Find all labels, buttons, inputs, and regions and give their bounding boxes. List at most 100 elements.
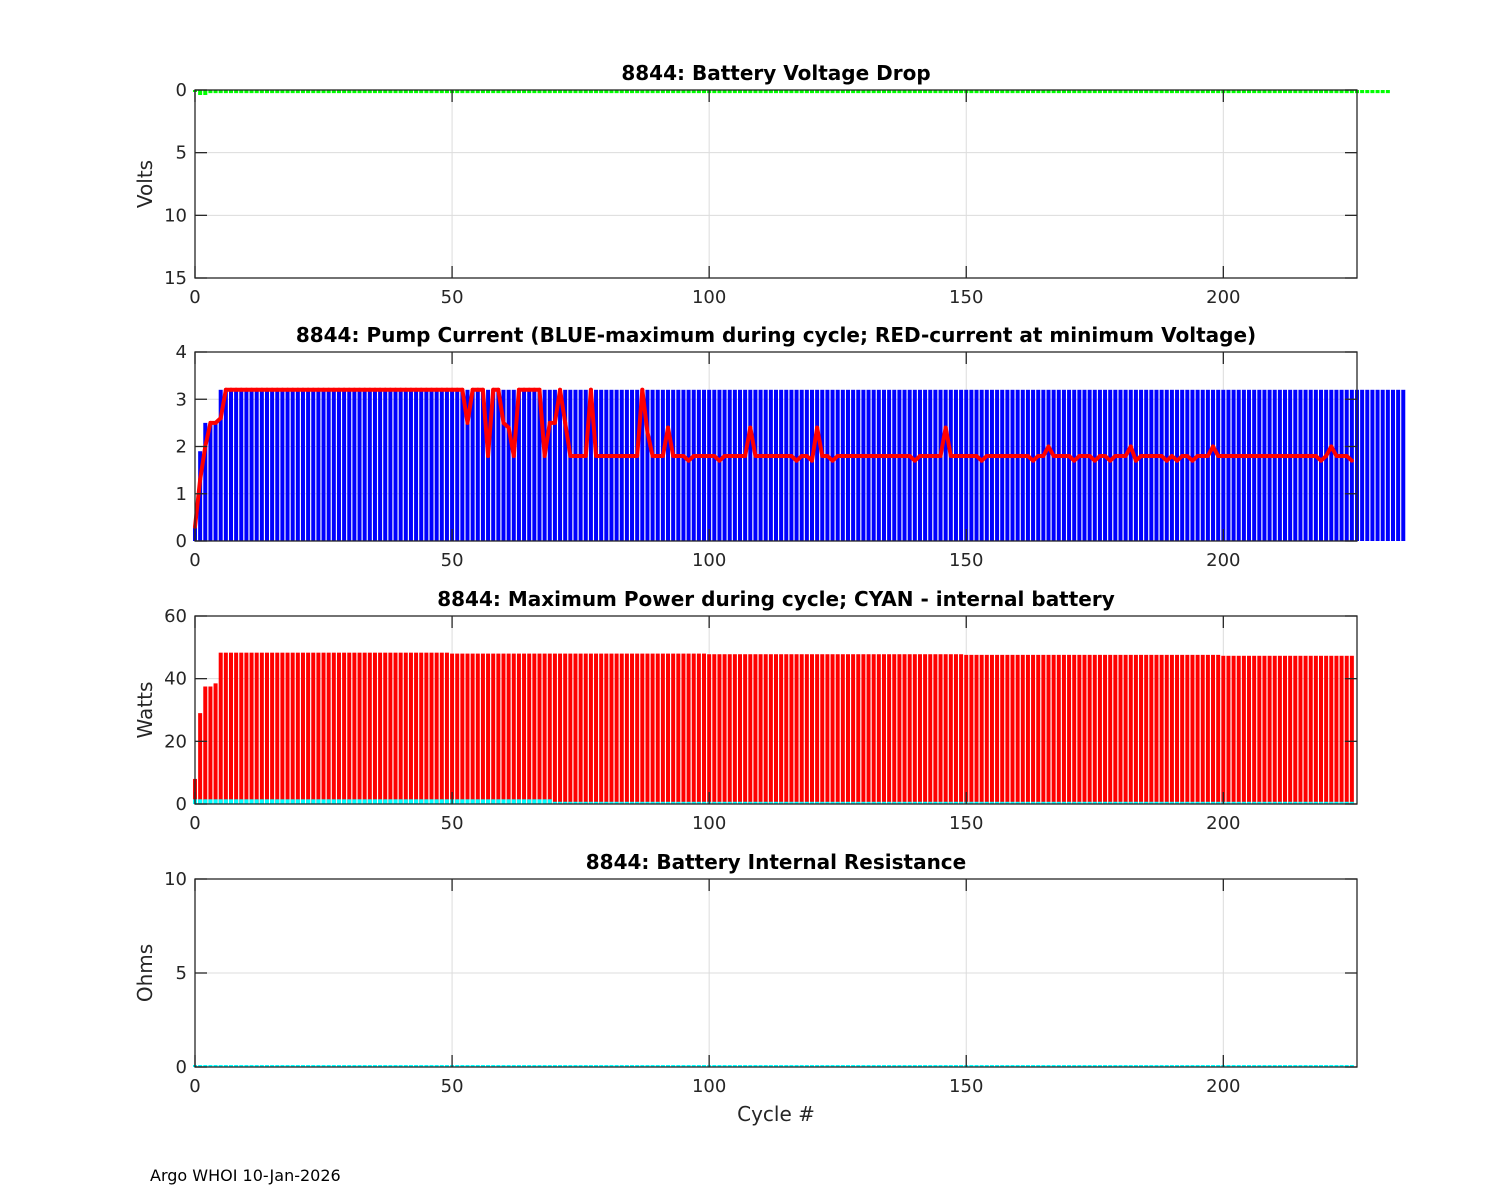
bar <box>1257 655 1262 804</box>
bar <box>773 654 779 804</box>
bar <box>1144 389 1149 541</box>
bar <box>527 1065 532 1067</box>
data-point <box>655 453 660 458</box>
bar <box>588 653 593 804</box>
data-point <box>470 387 475 392</box>
data-point <box>624 453 629 458</box>
bar <box>794 389 799 541</box>
bar <box>1257 90 1262 94</box>
bar <box>691 801 696 804</box>
bar <box>707 654 712 804</box>
bar <box>758 90 763 94</box>
bar <box>1339 1065 1344 1067</box>
bar <box>1385 90 1390 94</box>
bar <box>923 654 928 804</box>
bar <box>1200 1065 1205 1067</box>
data-point <box>311 387 316 392</box>
data-point <box>537 387 542 392</box>
bar <box>1247 90 1252 94</box>
bar <box>223 652 228 804</box>
bar <box>408 90 413 94</box>
bar <box>1000 654 1005 804</box>
bar <box>311 90 316 94</box>
bar <box>943 389 948 541</box>
bar <box>1308 655 1313 804</box>
bar <box>1267 1065 1272 1067</box>
bar <box>1303 1065 1308 1067</box>
bar <box>362 389 367 541</box>
bar <box>1303 801 1308 804</box>
bar <box>887 654 892 804</box>
bar <box>794 1065 799 1067</box>
bar <box>943 801 948 804</box>
bar <box>907 90 912 94</box>
bar <box>316 389 321 541</box>
bar <box>583 389 588 541</box>
bar <box>218 799 223 804</box>
bar <box>259 389 264 541</box>
data-point <box>789 453 794 458</box>
bar <box>1061 801 1066 804</box>
bar <box>763 90 768 94</box>
bar <box>851 389 856 541</box>
bar <box>650 801 655 804</box>
bar <box>275 652 280 804</box>
bar <box>1216 90 1221 94</box>
data-point <box>1082 453 1087 458</box>
bar <box>1077 801 1082 804</box>
bar <box>1288 801 1293 804</box>
bar <box>254 90 259 94</box>
bar <box>907 1065 912 1067</box>
bar <box>383 799 388 804</box>
bar <box>367 799 372 804</box>
bar <box>630 1065 635 1067</box>
bar <box>804 389 809 541</box>
data-point <box>1118 453 1123 458</box>
bar <box>1108 90 1113 94</box>
bar <box>835 801 840 804</box>
bar <box>1216 654 1221 804</box>
bar <box>1396 389 1401 541</box>
bar <box>326 90 331 94</box>
bar <box>645 90 650 94</box>
data-point <box>336 387 341 392</box>
bar <box>583 653 588 804</box>
bar <box>542 389 547 541</box>
bar <box>624 389 629 541</box>
bar <box>902 389 907 541</box>
bar <box>655 653 660 804</box>
bar <box>768 654 773 804</box>
bar <box>902 801 907 804</box>
bar <box>244 90 249 94</box>
data-point <box>630 453 635 458</box>
bar <box>619 801 624 804</box>
bar <box>989 654 994 804</box>
bar <box>563 653 568 804</box>
data-point <box>429 387 434 392</box>
bar <box>1339 655 1344 804</box>
data-point <box>979 458 984 463</box>
bar <box>470 799 475 804</box>
bar <box>1051 801 1056 804</box>
bar <box>1329 655 1334 804</box>
bar <box>845 389 850 541</box>
bar <box>1072 654 1077 804</box>
bar <box>917 1065 922 1067</box>
bar <box>408 1065 413 1067</box>
bar <box>383 1065 388 1067</box>
data-point <box>1241 453 1246 458</box>
data-point <box>372 387 377 392</box>
data-point <box>820 453 825 458</box>
data-point <box>907 453 912 458</box>
bar <box>393 799 398 804</box>
bar <box>568 653 573 804</box>
bar <box>599 389 604 541</box>
bar <box>1298 90 1303 94</box>
bar <box>1164 90 1169 94</box>
bar <box>959 654 964 804</box>
bar <box>306 389 311 541</box>
bar <box>969 1065 974 1067</box>
x-tick-label: 50 <box>441 287 464 308</box>
bar <box>727 801 732 804</box>
bar <box>861 90 866 94</box>
